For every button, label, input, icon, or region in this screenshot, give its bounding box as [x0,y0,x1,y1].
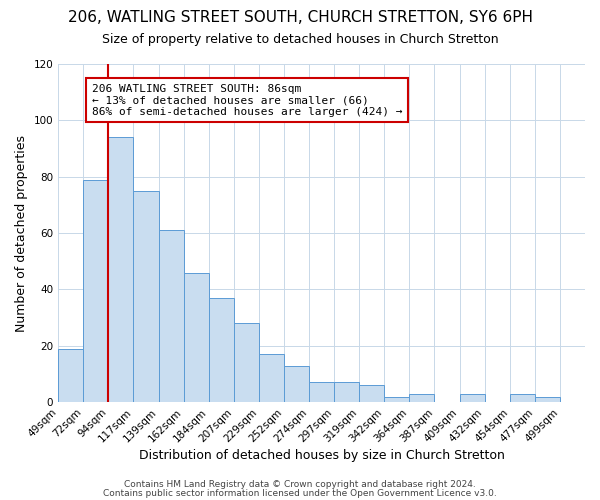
Bar [133,191,158,402]
Text: 206, WATLING STREET SOUTH, CHURCH STRETTON, SY6 6PH: 206, WATLING STREET SOUTH, CHURCH STRETT… [67,10,533,25]
Bar [510,394,535,402]
Bar [284,366,309,402]
Text: 206 WATLING STREET SOUTH: 86sqm
← 13% of detached houses are smaller (66)
86% of: 206 WATLING STREET SOUTH: 86sqm ← 13% of… [92,84,403,117]
Bar [309,382,334,402]
Bar [334,382,359,402]
Bar [58,348,83,402]
Bar [109,138,133,402]
Bar [158,230,184,402]
X-axis label: Distribution of detached houses by size in Church Stretton: Distribution of detached houses by size … [139,450,505,462]
Text: Contains public sector information licensed under the Open Government Licence v3: Contains public sector information licen… [103,489,497,498]
Bar [234,324,259,402]
Text: Size of property relative to detached houses in Church Stretton: Size of property relative to detached ho… [101,32,499,46]
Bar [209,298,234,402]
Bar [535,396,560,402]
Bar [409,394,434,402]
Bar [460,394,485,402]
Y-axis label: Number of detached properties: Number of detached properties [15,134,28,332]
Bar [184,272,209,402]
Bar [259,354,284,402]
Bar [385,396,409,402]
Text: Contains HM Land Registry data © Crown copyright and database right 2024.: Contains HM Land Registry data © Crown c… [124,480,476,489]
Bar [83,180,109,402]
Bar [359,386,385,402]
